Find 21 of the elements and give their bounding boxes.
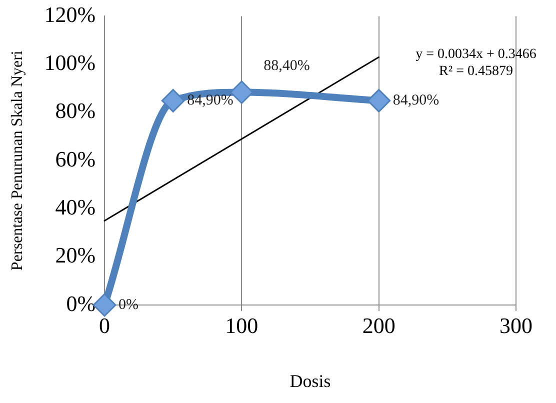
x-axis-title: Dosis xyxy=(290,370,331,391)
y-axis-title: Persentase Penurunan Skala Nyeri xyxy=(8,50,26,271)
y-tick-label: 100% xyxy=(44,50,96,76)
point xyxy=(367,88,391,112)
data-label: 84,90% xyxy=(392,92,440,109)
point xyxy=(161,88,185,112)
data-label: 84,90% xyxy=(187,92,234,109)
y-tick-label: 40% xyxy=(55,194,96,220)
x-tick-label: 100 xyxy=(225,312,258,338)
data-label: 88,40% xyxy=(264,58,310,74)
x-tick-label: 200 xyxy=(362,312,396,338)
x-tick-label: 300 xyxy=(500,312,532,338)
y-tick-label: 20% xyxy=(55,242,96,268)
y-tick-label: 60% xyxy=(55,146,96,172)
annotation: y = 0.0034x + 0.3466 xyxy=(416,46,536,62)
data-label: 0% xyxy=(118,296,139,313)
annotation: R² = 0.45879 xyxy=(439,64,513,79)
y-tick-label: 0% xyxy=(66,290,96,316)
x-tick-label: 0 xyxy=(99,312,110,338)
y-tick-label: 80% xyxy=(55,98,96,124)
y-tick-label: 120% xyxy=(44,2,96,27)
